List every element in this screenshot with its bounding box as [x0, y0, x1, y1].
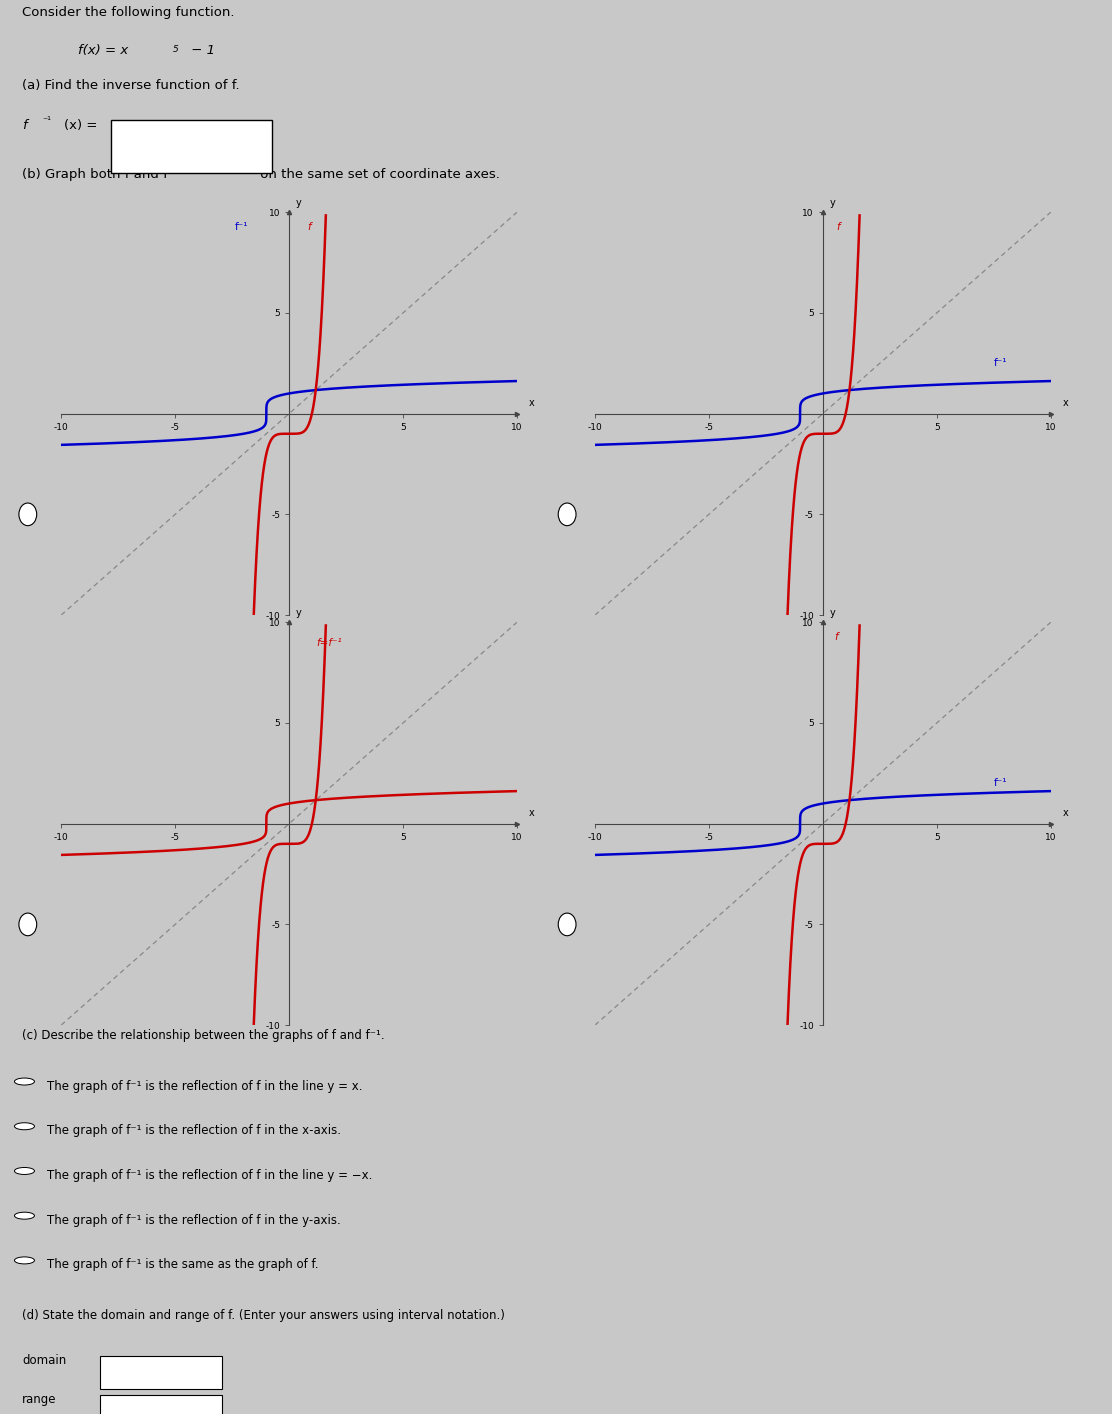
Circle shape [14, 1212, 34, 1219]
FancyBboxPatch shape [111, 120, 272, 174]
Text: The graph of f⁻¹ is the reflection of f in the y-axis.: The graph of f⁻¹ is the reflection of f … [47, 1213, 340, 1227]
Text: y: y [296, 198, 301, 208]
Text: range: range [22, 1393, 57, 1406]
Text: The graph of f⁻¹ is the same as the graph of f.: The graph of f⁻¹ is the same as the grap… [47, 1258, 318, 1271]
Text: x: x [1062, 397, 1068, 407]
Text: y: y [296, 608, 301, 618]
Text: The graph of f⁻¹ is the reflection of f in the line y = x.: The graph of f⁻¹ is the reflection of f … [47, 1080, 363, 1093]
Text: (x) =: (x) = [64, 119, 98, 132]
Text: The graph of f⁻¹ is the reflection of f in the x-axis.: The graph of f⁻¹ is the reflection of f … [47, 1124, 340, 1137]
Text: on the same set of coordinate axes.: on the same set of coordinate axes. [256, 168, 499, 181]
Text: f=f⁻¹: f=f⁻¹ [317, 638, 342, 648]
Circle shape [14, 1077, 34, 1085]
Text: (d) State the domain and range of f. (Enter your answers using interval notation: (d) State the domain and range of f. (En… [22, 1309, 505, 1322]
Text: (a) Find the inverse function of f.: (a) Find the inverse function of f. [22, 79, 240, 92]
Text: x: x [528, 807, 534, 817]
Text: f: f [834, 632, 838, 642]
Text: The graph of f⁻¹ is the reflection of f in the line y = −x.: The graph of f⁻¹ is the reflection of f … [47, 1169, 373, 1182]
Text: y: y [830, 608, 835, 618]
Text: f(x) = x: f(x) = x [78, 44, 128, 57]
Text: y: y [830, 198, 835, 208]
Text: domain: domain [22, 1353, 67, 1367]
Text: f: f [22, 119, 27, 132]
Text: f: f [836, 222, 841, 232]
Text: ⁻¹: ⁻¹ [239, 167, 248, 177]
Text: Consider the following function.: Consider the following function. [22, 6, 235, 18]
Circle shape [14, 1257, 34, 1264]
Text: 5: 5 [172, 44, 178, 54]
FancyBboxPatch shape [100, 1356, 222, 1389]
Text: f⁻¹: f⁻¹ [994, 778, 1007, 789]
Text: ⁻¹: ⁻¹ [42, 116, 51, 126]
Text: f⁻¹: f⁻¹ [235, 222, 248, 232]
Text: (c) Describe the relationship between the graphs of f and f⁻¹.: (c) Describe the relationship between th… [22, 1029, 385, 1042]
Text: f: f [307, 222, 311, 232]
Text: − 1: − 1 [187, 44, 215, 57]
FancyBboxPatch shape [100, 1394, 222, 1414]
Circle shape [14, 1168, 34, 1175]
Text: x: x [1062, 807, 1068, 817]
Text: (b) Graph both f and f: (b) Graph both f and f [22, 168, 168, 181]
Text: f⁻¹: f⁻¹ [994, 358, 1007, 368]
Text: x: x [528, 397, 534, 407]
Circle shape [14, 1123, 34, 1130]
